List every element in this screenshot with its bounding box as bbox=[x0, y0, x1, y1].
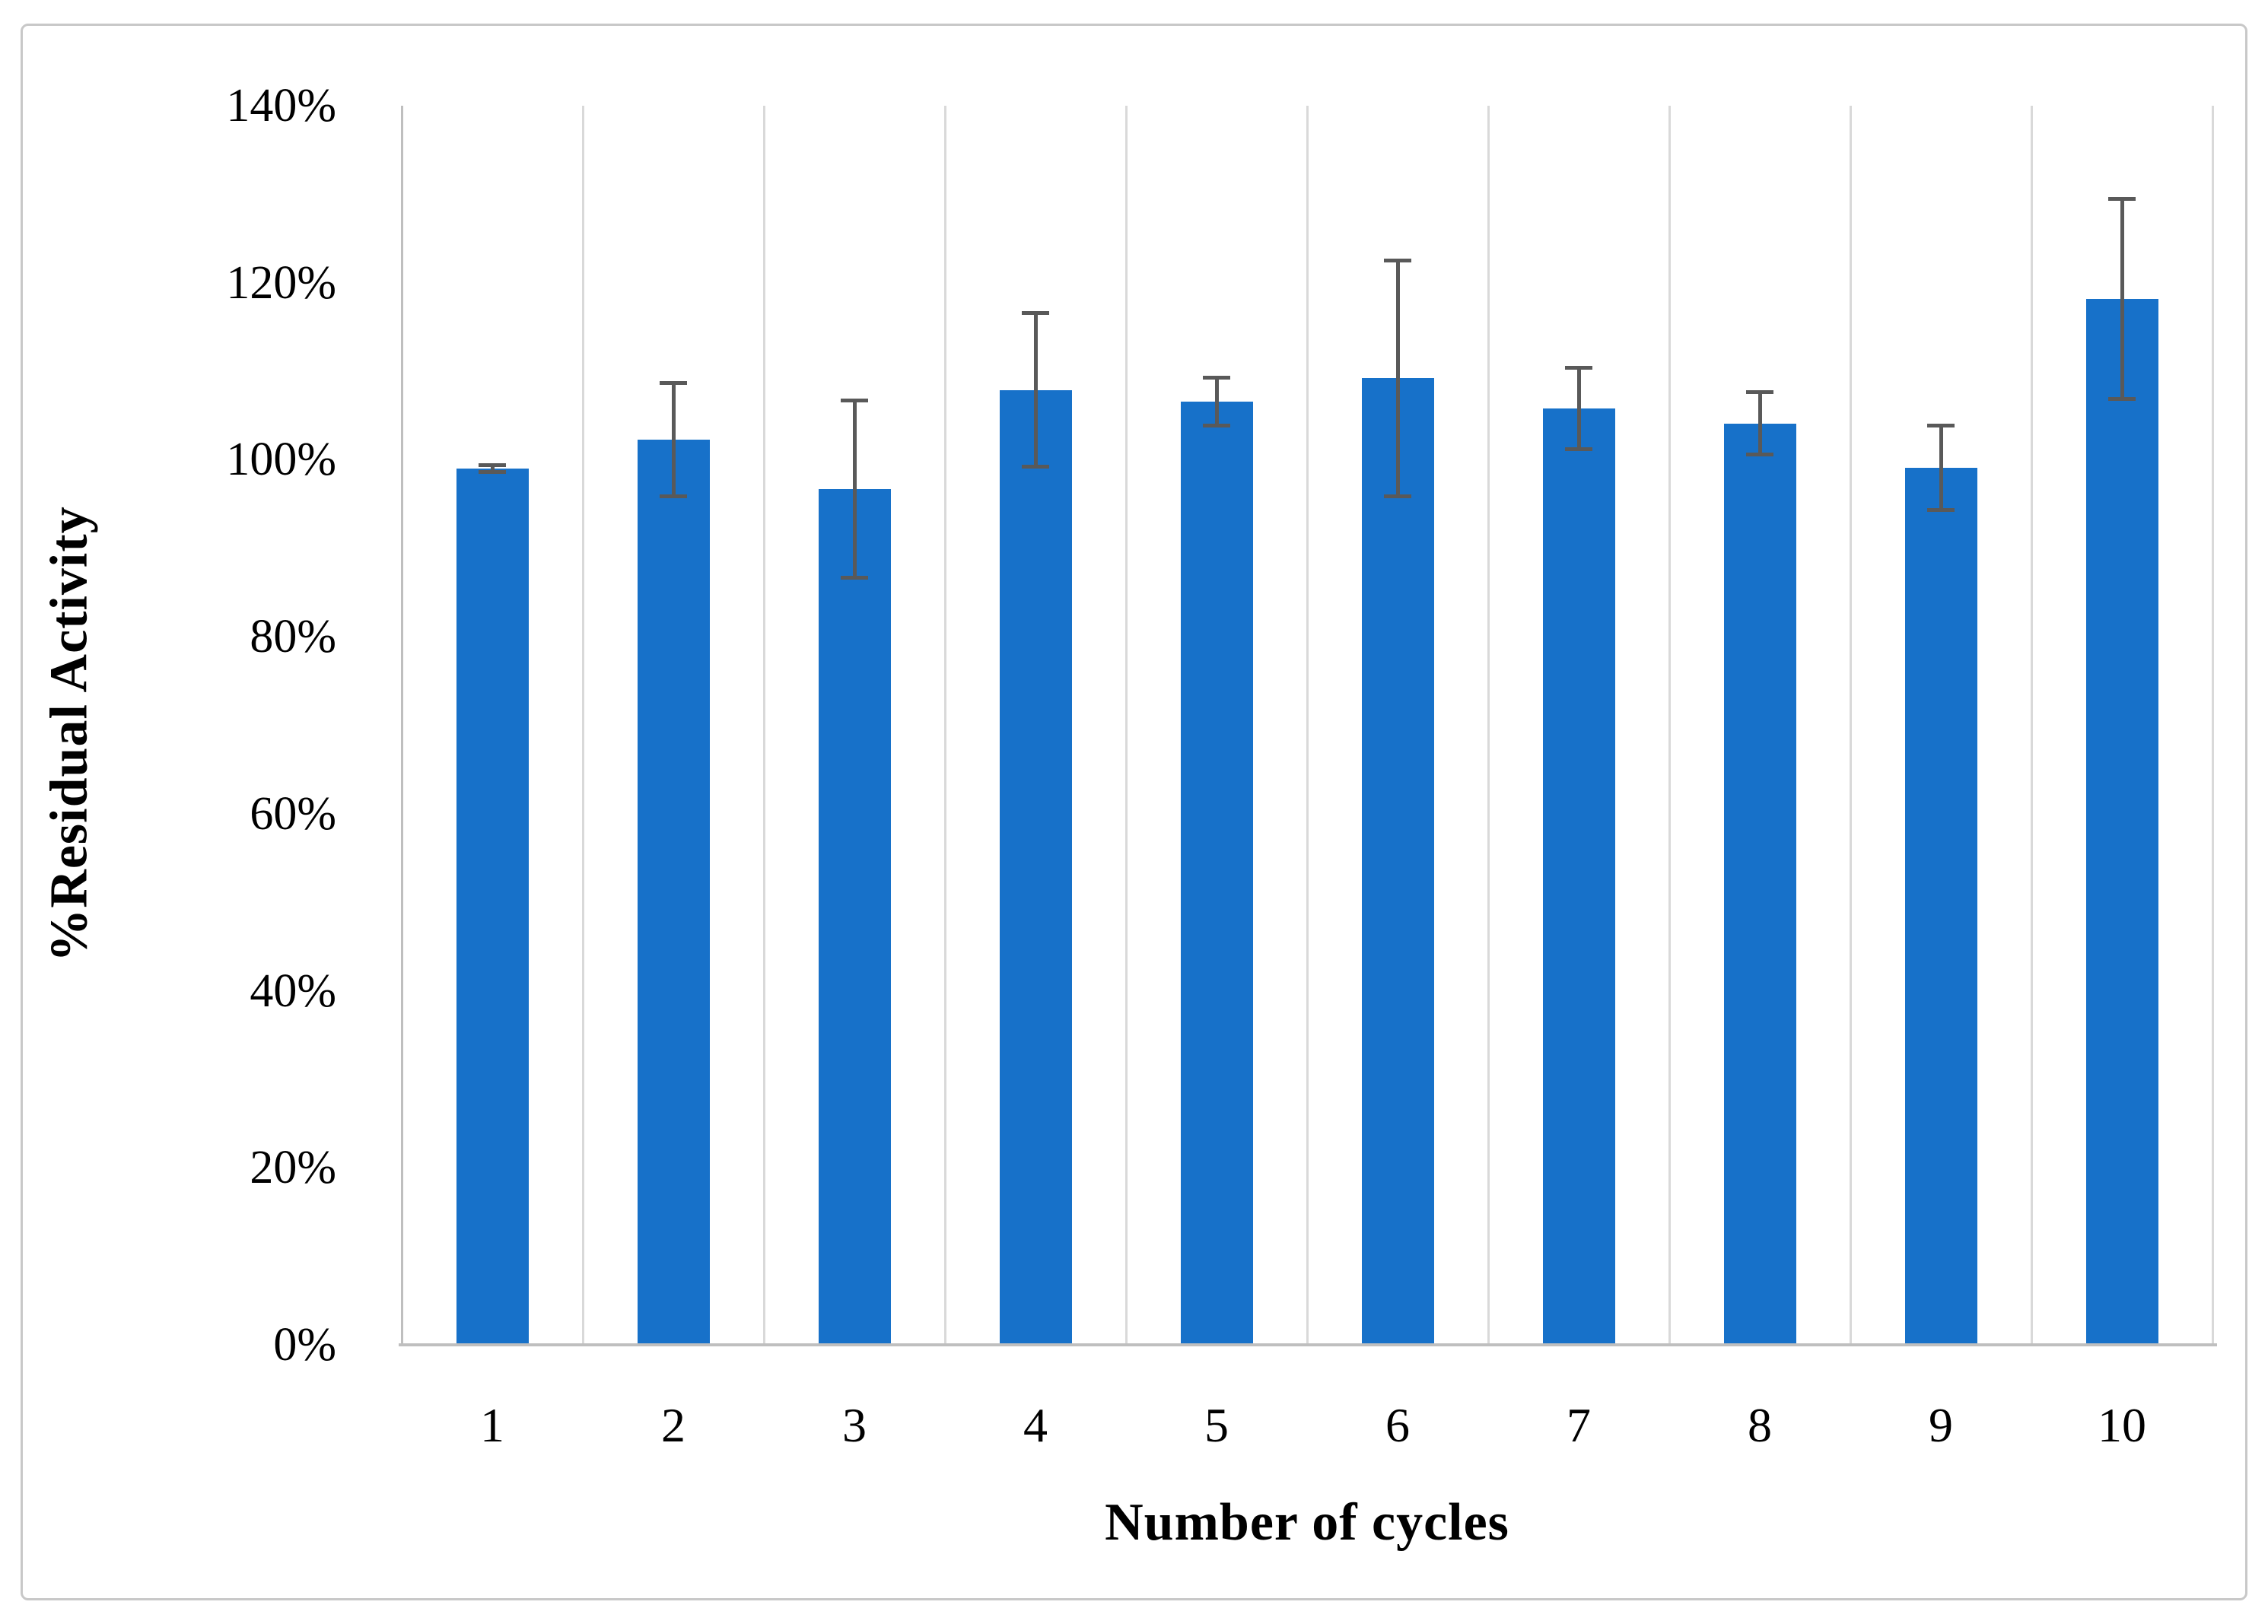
error-bar-cap-top bbox=[2108, 196, 2136, 201]
bar-cycle-9 bbox=[1904, 467, 1977, 1345]
bar-cycle-1 bbox=[456, 469, 529, 1345]
y-tick-label-20pct: 20% bbox=[250, 1142, 336, 1194]
error-bar-cap-bottom bbox=[1565, 447, 1592, 451]
error-bar-cap-top bbox=[1022, 310, 1049, 315]
y-axis-title: %Residual Activity bbox=[40, 506, 99, 962]
error-bar-cap-bottom bbox=[1384, 494, 1411, 498]
error-bar-cap-top bbox=[1384, 259, 1411, 263]
bar-cycle-5 bbox=[1180, 401, 1253, 1345]
y-tick-label-140pct: 140% bbox=[226, 80, 336, 132]
error-bar-line bbox=[1214, 377, 1219, 426]
x-tick-label-6: 6 bbox=[1385, 1398, 1410, 1452]
y-tick-label-60pct: 60% bbox=[250, 787, 336, 840]
vertical-gridline bbox=[2211, 106, 2214, 1345]
x-tick-label-1: 1 bbox=[480, 1398, 504, 1452]
x-axis-title: Number of cycles bbox=[1105, 1493, 1509, 1552]
bar-cycle-6 bbox=[1361, 378, 1434, 1345]
x-tick-label-7: 7 bbox=[1567, 1398, 1591, 1452]
error-bar-cap-top bbox=[841, 398, 868, 402]
x-axis-line bbox=[399, 1343, 2217, 1346]
x-tick-label-2: 2 bbox=[661, 1398, 685, 1452]
bar-cycle-10 bbox=[2085, 298, 2158, 1345]
bar-cycle-2 bbox=[637, 439, 710, 1345]
error-bar-cap-bottom bbox=[479, 470, 506, 475]
vertical-gridline bbox=[1306, 106, 1309, 1345]
error-bar-line bbox=[1033, 313, 1038, 467]
vertical-gridline bbox=[1668, 106, 1671, 1345]
error-bar-cap-bottom bbox=[1022, 465, 1049, 469]
error-bar-cap-top bbox=[1203, 375, 1230, 380]
x-tick-label-4: 4 bbox=[1023, 1398, 1048, 1452]
vertical-gridline bbox=[1487, 106, 1490, 1345]
vertical-gridline bbox=[943, 106, 946, 1345]
x-tick-label-10: 10 bbox=[2098, 1398, 2146, 1452]
error-bar-cap-bottom bbox=[660, 494, 687, 498]
y-tick-label-100pct: 100% bbox=[226, 434, 336, 486]
vertical-gridline bbox=[1849, 106, 1852, 1345]
vertical-gridline bbox=[762, 106, 765, 1345]
bar-cycle-8 bbox=[1723, 423, 1796, 1345]
error-bar-line bbox=[671, 383, 676, 497]
error-bar-line bbox=[1757, 392, 1762, 455]
x-tick-label-9: 9 bbox=[1929, 1398, 1953, 1452]
error-bar-cap-bottom bbox=[1203, 423, 1230, 427]
error-bar-cap-top bbox=[479, 462, 506, 467]
error-bar-cap-top bbox=[660, 380, 687, 385]
vertical-gridline bbox=[581, 106, 584, 1345]
error-bar-cap-top bbox=[1565, 365, 1592, 370]
error-bar-cap-bottom bbox=[1927, 508, 1955, 513]
plot-area bbox=[400, 106, 2214, 1345]
error-bar-cap-top bbox=[1746, 390, 1773, 395]
x-tick-label-3: 3 bbox=[842, 1398, 867, 1452]
bar-cycle-4 bbox=[999, 389, 1072, 1345]
vertical-gridline bbox=[2030, 106, 2033, 1345]
y-axis-line bbox=[400, 106, 403, 1345]
error-bar-line bbox=[1939, 425, 1943, 510]
error-bar-cap-bottom bbox=[1746, 452, 1773, 456]
error-bar-line bbox=[1395, 260, 1400, 497]
error-bar-cap-bottom bbox=[2108, 396, 2136, 401]
error-bar-line bbox=[852, 400, 857, 578]
bar-cycle-7 bbox=[1542, 408, 1615, 1345]
bar-cycle-3 bbox=[818, 488, 891, 1345]
y-tick-label-0pct: 0% bbox=[273, 1319, 336, 1371]
x-tick-label-5: 5 bbox=[1204, 1398, 1229, 1452]
error-bar-cap-top bbox=[1927, 423, 1955, 427]
error-bar-cap-bottom bbox=[841, 575, 868, 580]
vertical-gridline bbox=[1124, 106, 1128, 1345]
error-bar-line bbox=[490, 465, 495, 472]
y-tick-label-40pct: 40% bbox=[250, 965, 336, 1017]
figure-border: 0% 20% 40% 60% 80% 100% 120% 140% 1 2 3 4 5 6 7 8 9 10 N… bbox=[21, 24, 2247, 1600]
y-tick-label-80pct: 80% bbox=[250, 611, 336, 663]
x-tick-label-8: 8 bbox=[1748, 1398, 1772, 1452]
error-bar-line bbox=[1576, 367, 1581, 450]
error-bar-line bbox=[2120, 199, 2124, 399]
y-tick-label-120pct: 120% bbox=[226, 256, 336, 309]
